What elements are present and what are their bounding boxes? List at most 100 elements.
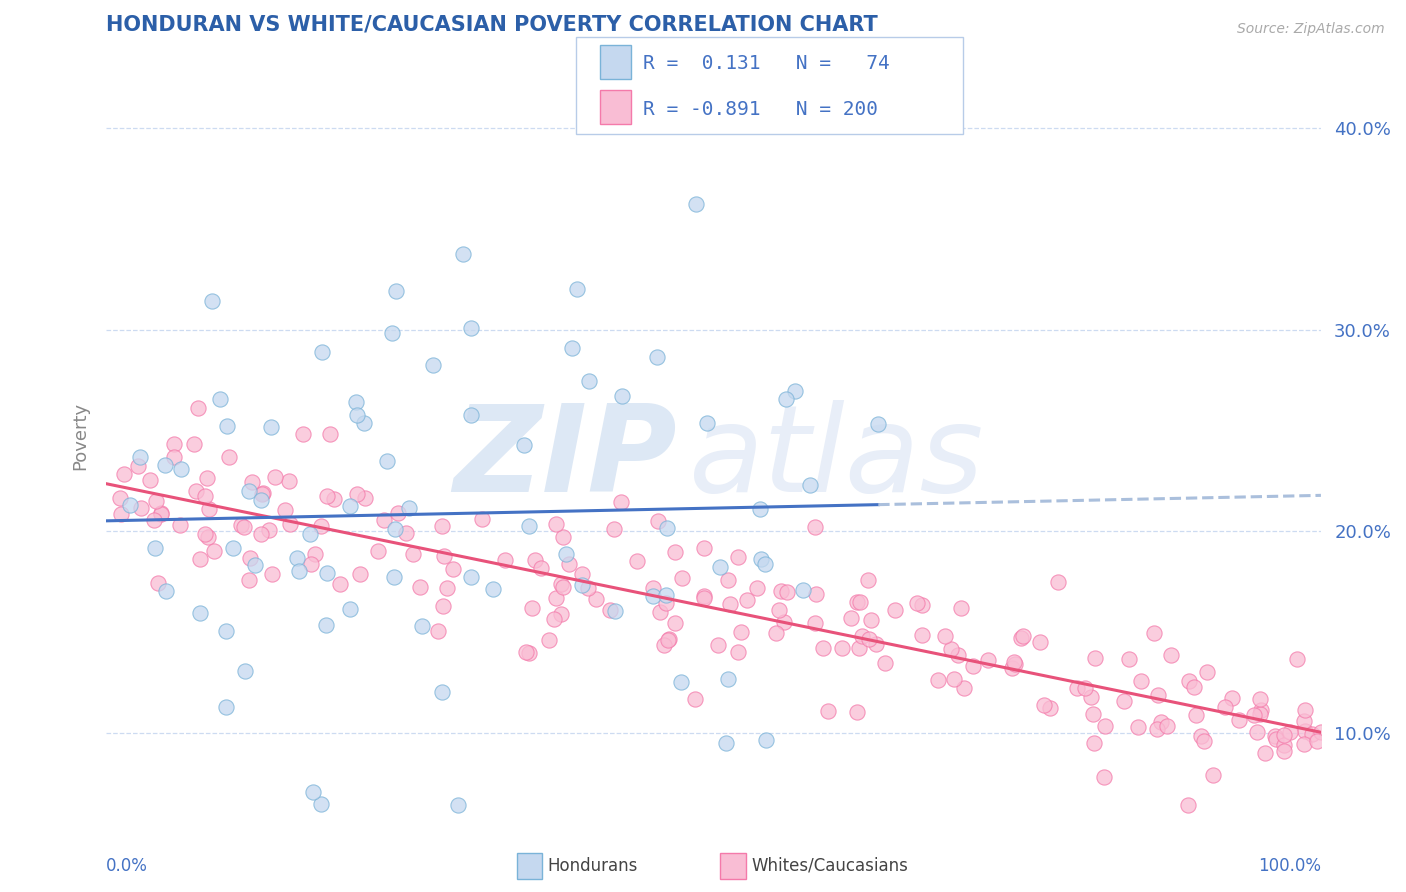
Point: [1118, 651, 1140, 665]
Point: [1278, 724, 1301, 739]
Point: [1227, 713, 1250, 727]
Point: [747, 582, 769, 596]
Point: [129, 450, 152, 464]
Point: [384, 522, 406, 536]
Point: [427, 624, 450, 638]
Point: [868, 417, 890, 431]
Point: [561, 342, 583, 356]
Point: [1294, 703, 1316, 717]
Text: 0.0%: 0.0%: [105, 857, 148, 875]
Point: [401, 547, 423, 561]
Point: [1033, 698, 1056, 712]
Point: [238, 573, 260, 587]
Point: [839, 611, 862, 625]
Point: [149, 507, 172, 521]
Point: [730, 625, 752, 640]
Point: [643, 589, 665, 603]
Point: [953, 681, 976, 696]
Point: [315, 617, 337, 632]
Point: [120, 498, 142, 512]
Point: [218, 450, 240, 464]
Point: [441, 562, 464, 576]
Point: [285, 551, 308, 566]
Point: [645, 350, 668, 364]
Point: [323, 492, 346, 507]
Point: [1001, 661, 1024, 675]
Point: [129, 501, 152, 516]
Point: [1143, 626, 1166, 640]
Point: [515, 645, 537, 659]
Point: [1150, 715, 1173, 730]
Point: [280, 516, 302, 531]
Point: [155, 458, 177, 473]
Point: [927, 673, 949, 687]
Point: [783, 384, 806, 399]
Point: [804, 520, 827, 534]
Point: [381, 326, 404, 341]
Point: [859, 613, 882, 627]
Point: [943, 672, 966, 686]
Point: [316, 566, 339, 580]
Point: [553, 580, 575, 594]
Point: [571, 577, 593, 591]
Point: [311, 345, 333, 359]
Point: [187, 401, 209, 415]
Point: [221, 541, 243, 556]
Point: [769, 584, 792, 599]
Point: [170, 462, 193, 476]
Point: [1249, 691, 1271, 706]
Point: [934, 629, 956, 643]
Point: [346, 408, 368, 422]
Point: [717, 573, 740, 587]
Point: [112, 467, 135, 482]
Point: [250, 527, 273, 541]
Point: [460, 321, 482, 335]
Point: [751, 552, 773, 566]
Point: [451, 247, 474, 261]
Point: [436, 581, 458, 595]
Point: [309, 518, 332, 533]
Point: [643, 582, 665, 596]
Point: [1306, 733, 1329, 747]
Point: [382, 570, 405, 584]
Point: [232, 520, 254, 534]
Point: [139, 473, 162, 487]
Point: [846, 705, 869, 719]
Point: [1202, 767, 1225, 781]
Point: [1080, 690, 1102, 704]
Point: [845, 594, 868, 608]
Point: [671, 570, 693, 584]
Point: [658, 632, 681, 646]
Point: [755, 733, 778, 747]
Point: [367, 544, 389, 558]
Point: [647, 514, 669, 528]
Point: [1047, 575, 1070, 590]
Point: [765, 625, 787, 640]
Point: [398, 501, 420, 516]
Point: [408, 580, 430, 594]
Point: [1264, 730, 1286, 744]
Point: [776, 585, 799, 599]
Point: [858, 632, 880, 646]
Point: [520, 600, 543, 615]
Point: [550, 607, 572, 621]
Point: [201, 293, 224, 308]
Point: [551, 530, 574, 544]
Point: [571, 566, 593, 581]
Point: [145, 493, 167, 508]
Point: [1084, 651, 1107, 665]
Point: [1250, 703, 1272, 717]
Point: [1066, 681, 1088, 696]
Point: [911, 628, 934, 642]
Point: [537, 632, 560, 647]
Point: [430, 685, 453, 699]
Point: [353, 491, 375, 505]
Point: [148, 575, 170, 590]
Point: [460, 409, 482, 423]
Point: [183, 437, 205, 451]
Text: Source: ZipAtlas.com: Source: ZipAtlas.com: [1237, 22, 1385, 37]
Point: [1029, 635, 1052, 649]
Point: [768, 603, 790, 617]
Point: [163, 437, 186, 451]
Point: [375, 454, 398, 468]
